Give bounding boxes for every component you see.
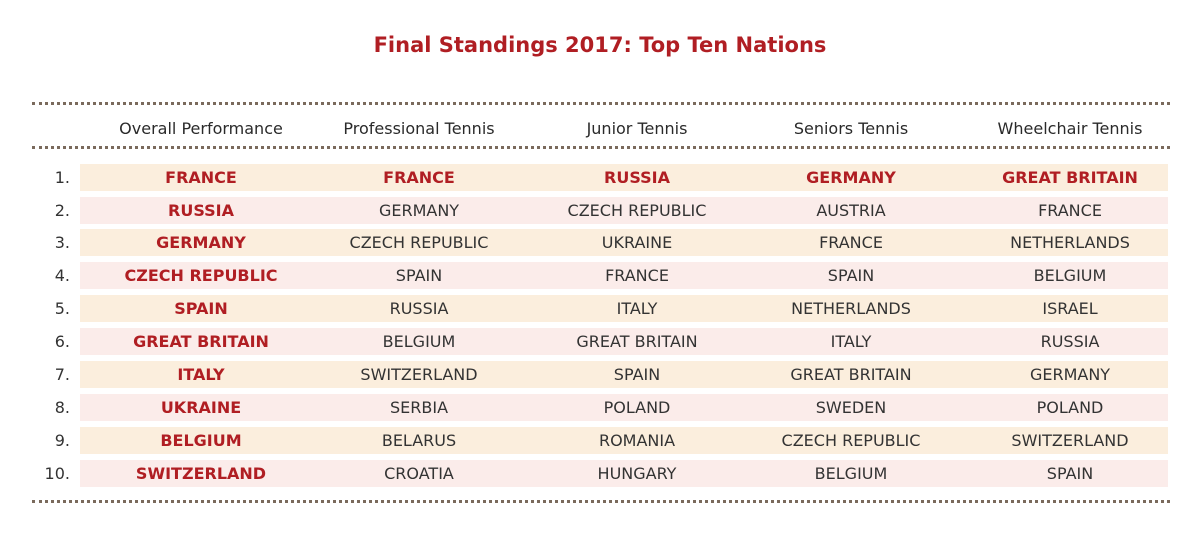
column-header-seniors: Seniors Tennis [793,119,909,138]
nation-cell: ITALY [616,299,658,318]
nation-cell: HUNGARY [597,464,677,483]
nation-cell: NETHERLANDS [791,299,911,318]
rank-number: 6. [54,332,70,351]
nation-cell: RUSSIA [389,299,449,318]
bottom-divider [32,500,1170,503]
table-row: 1. FRANCE FRANCE RUSSIA GERMANY GREAT BRITAIN [0,164,1200,191]
nation-cell: CZECH REPUBLIC [567,201,707,220]
rank-number: 8. [54,398,70,417]
row-background [80,262,1168,289]
nation-cell: GREAT BRITAIN [1002,168,1138,187]
row-background [80,229,1168,256]
rank-number: 4. [54,266,70,285]
nation-cell: SWEDEN [815,398,887,417]
row-background [80,164,1168,191]
nation-cell: ITALY [177,365,225,384]
table-row: 2. RUSSIA GERMANY CZECH REPUBLIC AUSTRIA FRAN… [0,197,1200,224]
row-background [80,460,1168,487]
table-row: 9. BELGIUM BELARUS ROMANIA CZECH REPUBLIC SWI… [0,427,1200,454]
table-row: 5. SPAIN RUSSIA ITALY NETHERLANDS ISRAEL [0,295,1200,322]
rank-number: 10. [44,464,70,483]
nation-cell: BELARUS [381,431,457,450]
nation-cell: ISRAEL [1042,299,1098,318]
nation-cell: FRANCE [383,168,455,187]
column-header-professional: Professional Tennis [343,119,495,138]
row-background [80,427,1168,454]
nation-cell: CROATIA [384,464,454,483]
nation-cell: SWITZERLAND [360,365,478,384]
rank-number: 2. [54,201,70,220]
nation-cell: BELGIUM [814,464,888,483]
nation-cell: SWITZERLAND [135,464,267,483]
nation-cell: RUSSIA [168,201,234,220]
row-background [80,394,1168,421]
nation-cell: POLAND [1036,398,1104,417]
nation-cell: GREAT BRITAIN [576,332,698,351]
rank-number: 1. [54,168,70,187]
column-header-junior: Junior Tennis [586,119,688,138]
nation-cell: BELGIUM [1033,266,1107,285]
nation-cell: GERMANY [806,168,896,187]
table-row: 3. GERMANY CZECH REPUBLIC UKRAINE FRANCE NETH… [0,229,1200,256]
table-row: 4. CZECH REPUBLIC SPAIN FRANCE SPAIN BELGIUM [0,262,1200,289]
row-background [80,328,1168,355]
table-row: 8. UKRAINE SERBIA POLAND SWEDEN POLAND [0,394,1200,421]
table-row: 10. SWITZERLAND CROATIA HUNGARY BELGIUM SPAIN [0,460,1200,487]
rank-number: 7. [54,365,70,384]
nation-cell: CZECH REPUBLIC [349,233,489,252]
top-divider [32,102,1170,105]
rank-number: 3. [54,233,70,252]
nation-cell: RUSSIA [604,168,670,187]
nation-cell: UKRAINE [601,233,673,252]
row-background [80,295,1168,322]
table-row: 7. ITALY SWITZERLAND SPAIN GREAT BRITAIN GERM… [0,361,1200,388]
nation-cell: GREAT BRITAIN [133,332,269,351]
nation-cell: ITALY [830,332,872,351]
nation-cell: NETHERLANDS [1010,233,1130,252]
column-header-overall: Overall Performance [119,119,283,138]
nation-cell: SERBIA [389,398,449,417]
nation-cell: FRANCE [165,168,237,187]
nation-cell: SPAIN [1046,464,1094,483]
nation-cell: FRANCE [1038,201,1102,220]
nation-cell: ROMANIA [598,431,676,450]
nation-cell: AUSTRIA [816,201,886,220]
nation-cell: SPAIN [827,266,875,285]
header-divider [32,146,1170,149]
nation-cell: SPAIN [613,365,661,384]
nation-cell: RUSSIA [1040,332,1100,351]
nation-cell: FRANCE [605,266,669,285]
nation-cell: UKRAINE [160,398,242,417]
nation-cell: GERMANY [378,201,460,220]
nation-cell: POLAND [603,398,671,417]
nation-cell: GREAT BRITAIN [790,365,912,384]
rank-number: 9. [54,431,70,450]
nation-cell: CZECH REPUBLIC [124,266,278,285]
nation-cell: CZECH REPUBLIC [781,431,921,450]
rank-number: 5. [54,299,70,318]
nation-cell: GERMANY [1029,365,1111,384]
column-header-wheelchair: Wheelchair Tennis [997,119,1143,138]
row-background [80,197,1168,224]
table-header: Overall Performance Professional Tennis … [0,112,1200,146]
page-title: Final Standings 2017: Top Ten Nations [373,33,827,57]
table-row: 6. GREAT BRITAIN BELGIUM GREAT BRITAIN ITALY… [0,328,1200,355]
nation-cell: FRANCE [819,233,883,252]
nation-cell: SPAIN [174,299,228,318]
nation-cell: BELGIUM [382,332,456,351]
nation-cell: GERMANY [156,233,246,252]
nation-cell: SPAIN [395,266,443,285]
row-background [80,361,1168,388]
nation-cell: SWITZERLAND [1011,431,1129,450]
nation-cell: BELGIUM [160,431,242,450]
